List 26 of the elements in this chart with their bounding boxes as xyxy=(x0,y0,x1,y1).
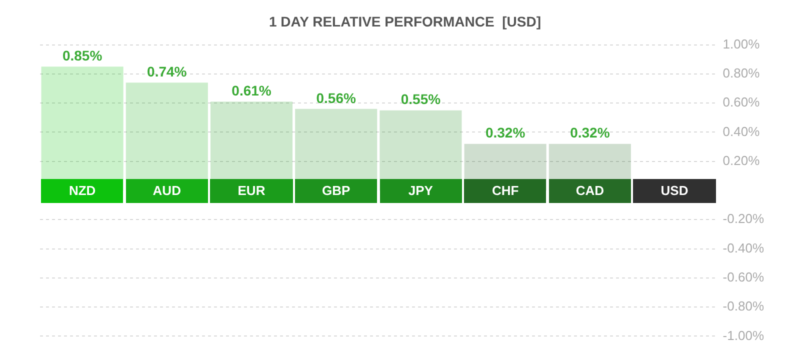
y-tick-label: -0.60% xyxy=(722,270,764,284)
data-label: 0.32% xyxy=(570,124,610,141)
currency-tag: CAD xyxy=(548,178,631,202)
currency-tag: AUD xyxy=(126,178,208,202)
y-tick-label: 0.80% xyxy=(722,66,760,81)
currency-tag: GBP xyxy=(295,178,378,202)
data-label: 0.55% xyxy=(400,91,442,108)
chart-title: 1 DAY RELATIVE PERFORMANCE [USD] xyxy=(269,13,541,30)
data-label: 0.85% xyxy=(62,48,103,64)
currency-tag: USD xyxy=(633,178,716,202)
data-label: 0.56% xyxy=(316,90,356,106)
y-tick-label: 0.60% xyxy=(722,94,760,110)
currency-tag: CHF xyxy=(464,178,546,202)
y-tick-label: -0.20% xyxy=(722,211,764,226)
currency-tag: NZD xyxy=(41,178,124,202)
data-label: 0.74% xyxy=(147,64,188,80)
y-tick-label: 0.20% xyxy=(722,152,760,168)
currency-tag: EUR xyxy=(210,178,293,202)
y-tick-label: -0.40% xyxy=(722,240,764,256)
y-tick-label: 0.40% xyxy=(722,124,760,139)
y-tick-label: -0.80% xyxy=(722,298,764,314)
data-label: 0.61% xyxy=(232,82,272,98)
currency-tag: JPY xyxy=(380,178,462,202)
y-tick-label: 1.00% xyxy=(722,36,760,52)
y-tick-label: -1.00% xyxy=(722,328,764,343)
data-label: 0.32% xyxy=(485,124,526,141)
